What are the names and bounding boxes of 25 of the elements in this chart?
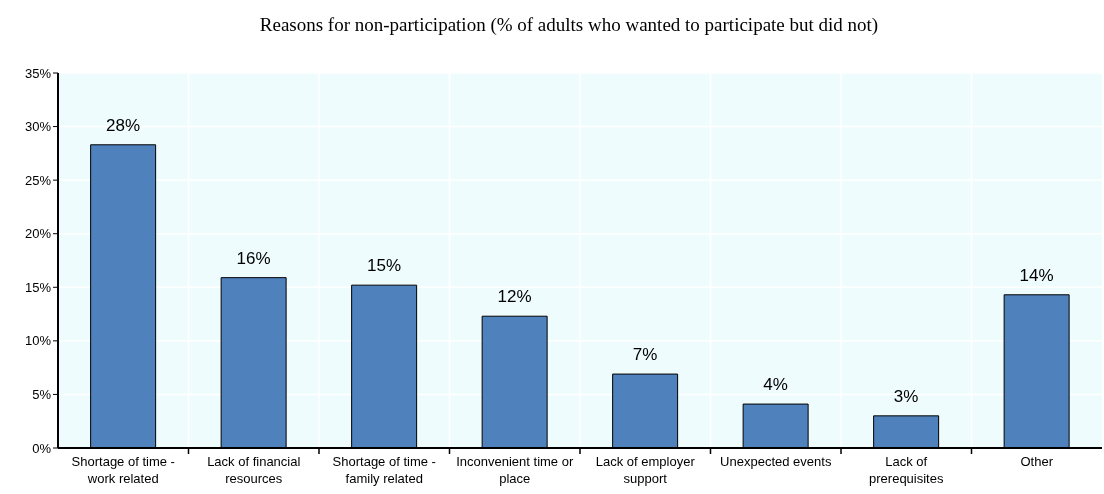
x-tick-label: Lack of employer support [595,454,696,486]
x-tick-label: Other [1020,454,1054,469]
data-label: 12% [497,287,532,307]
y-tick-label: 0% [32,440,52,456]
y-tick-label: 25% [24,172,52,188]
x-tick-label: Inconvenient time or place [456,454,574,486]
x-tick-label: Shortage of time - work related [71,454,175,486]
data-label: 4% [763,375,788,395]
chart-title: Reasons for non-participation (% of adults who wanted to participate but did not) [259,14,879,36]
x-tick-label: Lack of prerequisites [869,454,944,486]
data-label: 7% [632,345,658,365]
x-tick-label: Unexpected events [720,454,832,469]
y-tick-label: 15% [24,279,52,295]
data-label: 3% [893,386,919,406]
y-tick-label: 5% [32,387,52,403]
y-tick-label: 30% [24,119,52,135]
x-tick-label: Lack of financial resources [207,454,301,486]
data-label: 15% [367,256,402,276]
y-tick-label: 10% [24,333,52,349]
data-label: 16% [236,248,271,268]
y-tick-label: 35% [24,65,52,81]
x-tick-label: Shortage of time - family related [332,454,436,486]
y-tick-label: 20% [24,226,52,242]
data-label: 14% [1019,265,1054,285]
data-label: 28% [106,115,141,135]
